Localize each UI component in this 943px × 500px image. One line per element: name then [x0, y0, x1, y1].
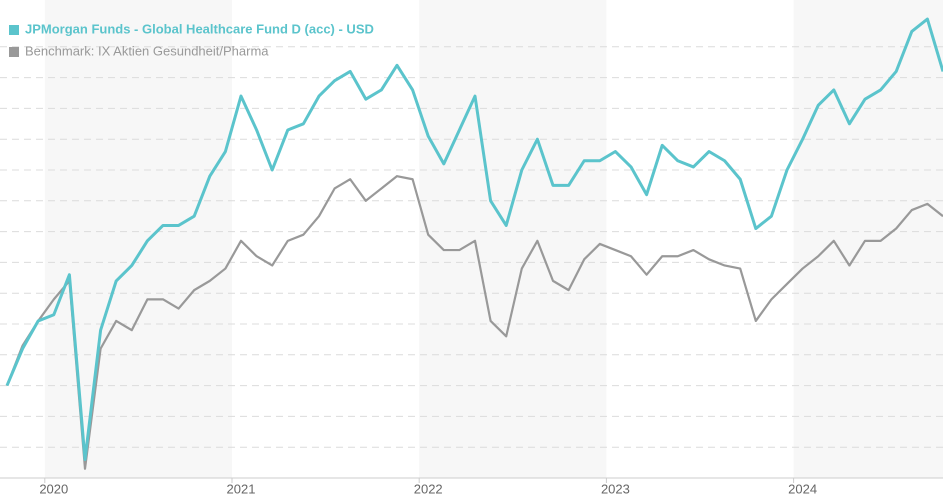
series-line	[5, 175, 943, 470]
x-tick-label: 2022	[414, 481, 443, 496]
x-tick-label: 2020	[39, 481, 68, 496]
x-tick-label: 2021	[227, 481, 256, 496]
legend-swatch	[9, 47, 19, 57]
legend-swatch	[9, 25, 19, 35]
year-band	[793, 0, 943, 478]
legend-label: JPMorgan Funds - Global Healthcare Fund …	[25, 21, 374, 36]
series-line	[5, 17, 943, 462]
x-tick-label: 2023	[601, 481, 630, 496]
legend-label: Benchmark: IX Aktien Gesundheit/Pharma	[25, 43, 269, 58]
year-band	[44, 0, 232, 478]
year-band	[419, 0, 607, 478]
x-tick-label: 2024	[788, 481, 817, 496]
